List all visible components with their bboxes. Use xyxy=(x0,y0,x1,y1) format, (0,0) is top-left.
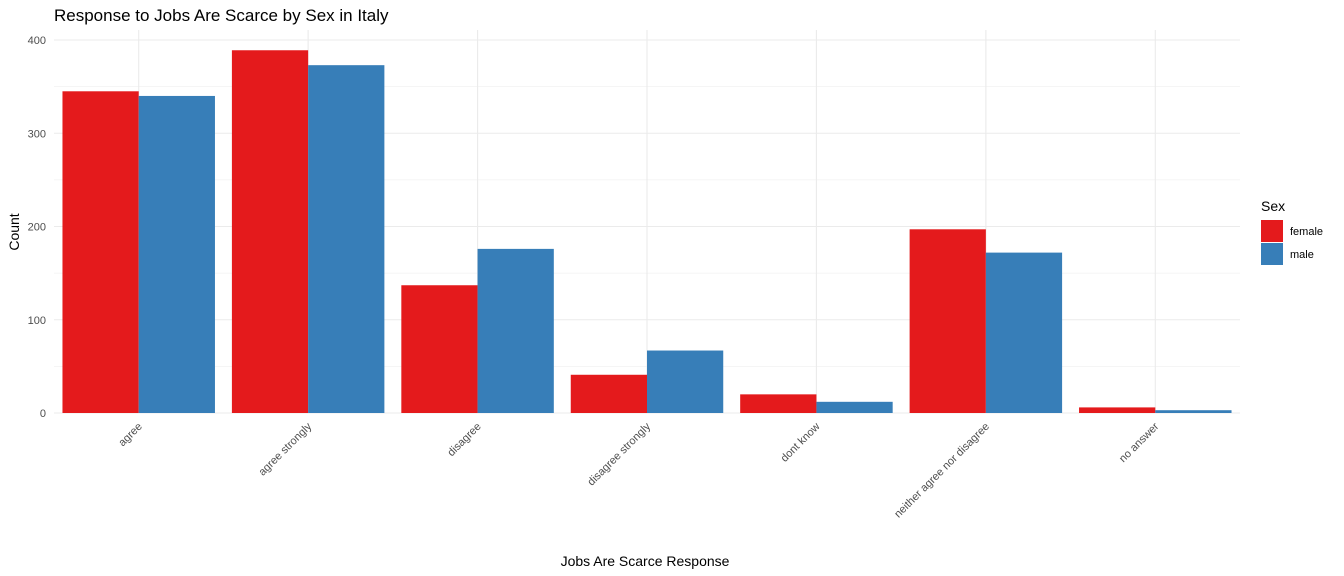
bar-male-disagree-strongly xyxy=(647,350,724,413)
x-tick-label: disagree xyxy=(445,421,483,459)
bar-female-disagree xyxy=(401,285,478,413)
y-tick-label: 400 xyxy=(28,35,46,47)
bar-female-dont-know xyxy=(740,394,817,413)
bar-male-agree-strongly xyxy=(308,65,385,414)
y-axis-title: Count xyxy=(6,213,22,250)
x-tick-label: no answer xyxy=(1117,420,1162,465)
legend: Sex female male xyxy=(1261,198,1323,265)
x-tick-label: dont know xyxy=(779,421,823,465)
bar-male-dont-know xyxy=(816,401,893,413)
legend-swatch-female xyxy=(1261,220,1283,242)
legend-swatch-male xyxy=(1261,243,1283,265)
legend-label-male: male xyxy=(1290,249,1314,261)
y-axis-ticks: 0 100 200 300 400 xyxy=(28,35,46,420)
bar-female-disagree-strongly xyxy=(570,374,647,413)
bar-male-no-answer xyxy=(1155,410,1232,413)
legend-label-female: female xyxy=(1290,226,1323,238)
x-tick-label: agree strongly xyxy=(256,420,314,478)
y-tick-label: 0 xyxy=(40,408,46,420)
bar-female-neither-agree-nor-disagree xyxy=(909,229,986,413)
bar-male-agree xyxy=(138,95,215,413)
x-axis-ticks: agree agree strongly disagree disagree stro… xyxy=(116,420,1161,520)
chart-title: Response to Jobs Are Scarce by Sex in It… xyxy=(54,6,389,25)
x-tick-label: disagree strongly xyxy=(585,420,653,488)
legend-title: Sex xyxy=(1261,198,1285,214)
bar-female-no-answer xyxy=(1079,407,1156,413)
x-axis-title: Jobs Are Scarce Response xyxy=(561,553,730,569)
bar-female-agree xyxy=(62,91,139,413)
y-tick-label: 300 xyxy=(28,128,46,140)
bars xyxy=(62,50,1232,414)
bar-male-neither-agree-nor-disagree xyxy=(985,252,1063,413)
bar-male-disagree xyxy=(477,248,554,413)
x-tick-label: neither agree nor disagree xyxy=(892,421,992,521)
y-tick-label: 200 xyxy=(28,222,46,234)
bar-female-agree-strongly xyxy=(231,50,309,413)
y-tick-label: 100 xyxy=(28,315,46,327)
x-tick-label: agree xyxy=(116,421,144,449)
